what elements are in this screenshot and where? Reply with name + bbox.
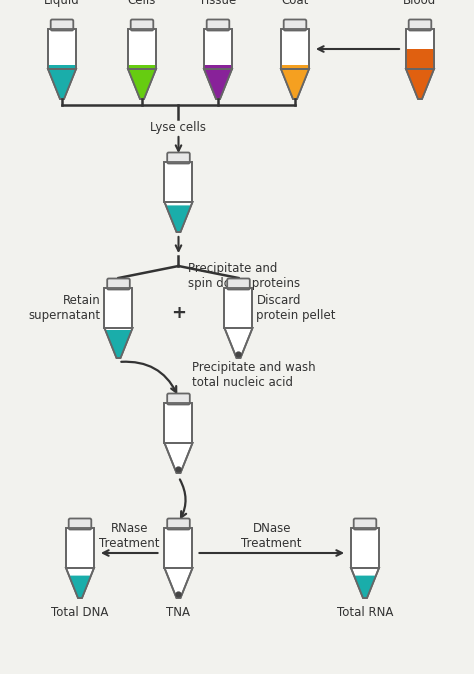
FancyBboxPatch shape xyxy=(409,20,431,30)
FancyBboxPatch shape xyxy=(167,518,190,530)
Polygon shape xyxy=(406,49,434,69)
Polygon shape xyxy=(164,403,192,443)
Polygon shape xyxy=(204,69,232,99)
Polygon shape xyxy=(351,568,379,598)
FancyBboxPatch shape xyxy=(167,152,190,164)
Text: Cells: Cells xyxy=(128,0,156,7)
Polygon shape xyxy=(48,29,76,69)
Text: RNase
Treatment: RNase Treatment xyxy=(99,522,159,550)
Polygon shape xyxy=(164,568,192,598)
Text: Precipitate and wash
total nucleic acid: Precipitate and wash total nucleic acid xyxy=(192,361,316,389)
Polygon shape xyxy=(164,443,192,473)
Polygon shape xyxy=(128,29,156,69)
Polygon shape xyxy=(128,69,156,99)
FancyBboxPatch shape xyxy=(69,518,91,530)
FancyBboxPatch shape xyxy=(131,20,153,30)
FancyBboxPatch shape xyxy=(167,394,190,404)
Polygon shape xyxy=(406,29,434,69)
Polygon shape xyxy=(104,288,133,328)
Polygon shape xyxy=(48,69,76,99)
FancyBboxPatch shape xyxy=(51,20,73,30)
Text: Liquid: Liquid xyxy=(44,0,80,7)
Text: Tissue: Tissue xyxy=(200,0,237,7)
Polygon shape xyxy=(204,29,232,69)
Text: +: + xyxy=(171,304,186,322)
Polygon shape xyxy=(128,69,156,99)
Polygon shape xyxy=(354,576,376,598)
FancyBboxPatch shape xyxy=(354,518,376,530)
Polygon shape xyxy=(225,288,253,328)
Polygon shape xyxy=(406,69,434,99)
Polygon shape xyxy=(104,328,133,358)
Polygon shape xyxy=(66,568,94,598)
FancyBboxPatch shape xyxy=(107,278,130,290)
Polygon shape xyxy=(128,65,156,69)
FancyBboxPatch shape xyxy=(207,20,229,30)
Polygon shape xyxy=(281,65,309,69)
Polygon shape xyxy=(204,69,232,99)
Text: Buffy
Coat: Buffy Coat xyxy=(280,0,310,7)
Polygon shape xyxy=(48,69,76,99)
Polygon shape xyxy=(164,202,192,232)
Text: Discard
protein pellet: Discard protein pellet xyxy=(256,294,336,322)
Polygon shape xyxy=(204,65,232,69)
Text: Lyse cells: Lyse cells xyxy=(151,121,207,134)
Polygon shape xyxy=(164,528,192,568)
Text: Whole
Blood: Whole Blood xyxy=(401,0,438,7)
Polygon shape xyxy=(166,206,191,232)
Polygon shape xyxy=(406,69,434,99)
Text: Total RNA: Total RNA xyxy=(337,606,393,619)
Text: Retain
supernatant: Retain supernatant xyxy=(28,294,100,322)
Polygon shape xyxy=(105,330,132,358)
Polygon shape xyxy=(69,576,91,598)
Text: Precipitate and
spin down proteins: Precipitate and spin down proteins xyxy=(189,262,301,290)
Polygon shape xyxy=(48,65,76,69)
Text: Total DNA: Total DNA xyxy=(51,606,109,619)
Polygon shape xyxy=(164,162,192,202)
Polygon shape xyxy=(281,69,309,99)
Text: TNA: TNA xyxy=(166,606,191,619)
FancyBboxPatch shape xyxy=(227,278,250,290)
Text: DNase
Treatment: DNase Treatment xyxy=(241,522,302,550)
Polygon shape xyxy=(281,29,309,69)
Polygon shape xyxy=(66,528,94,568)
Polygon shape xyxy=(351,528,379,568)
Polygon shape xyxy=(281,69,309,99)
Polygon shape xyxy=(225,328,253,358)
FancyBboxPatch shape xyxy=(284,20,306,30)
